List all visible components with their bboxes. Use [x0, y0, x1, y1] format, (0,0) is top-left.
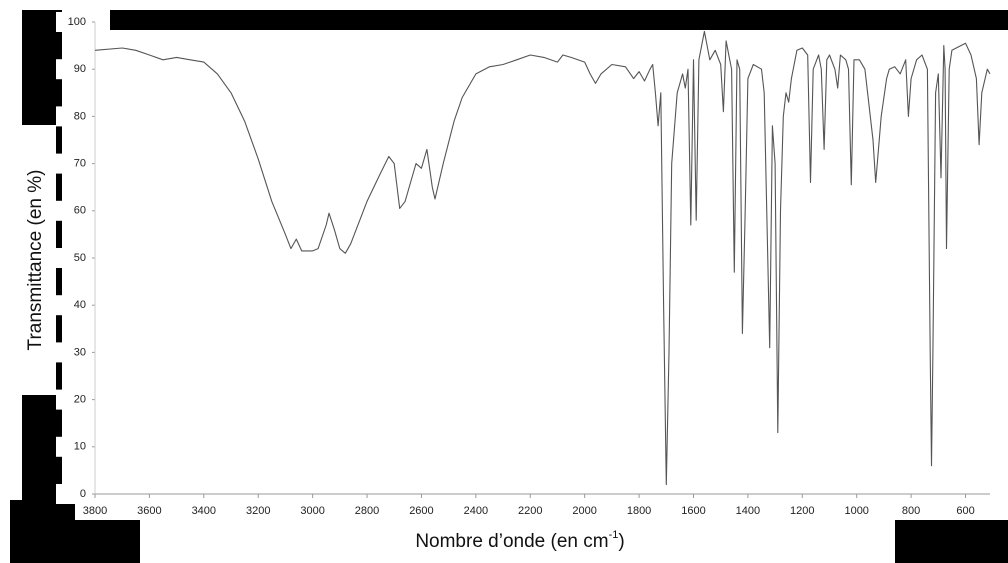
x-tick-label: 1000 — [844, 505, 868, 517]
tick-label-box — [56, 106, 96, 127]
tick-label-box — [56, 484, 96, 504]
x-tick-label: 3000 — [300, 505, 324, 517]
tick-label-box — [56, 389, 96, 410]
y-tick-label: 80 — [74, 110, 86, 122]
tick-label-box — [56, 200, 96, 221]
y-axis-label: Transmittance (en %) — [25, 170, 46, 351]
tick-label-box — [56, 12, 96, 32]
x-tick-label: 2000 — [572, 505, 596, 517]
x-tick-label: 1600 — [681, 505, 705, 517]
spectrum-line — [94, 30, 991, 486]
y-tick-label: 30 — [74, 346, 86, 358]
tick-label-box — [56, 248, 96, 268]
y-tick-label: 60 — [74, 205, 86, 217]
x-tick-label: 2800 — [355, 505, 379, 517]
tick-label-box — [56, 342, 96, 363]
tick-label-box — [56, 436, 96, 457]
x-tick-label: 1200 — [790, 505, 814, 517]
x-tick-label: 3800 — [83, 505, 107, 517]
y-tick-label: 0 — [80, 488, 86, 500]
frame-block — [895, 520, 1008, 563]
tick-label-box — [56, 153, 96, 174]
frame-block — [110, 10, 1008, 30]
x-tick-label: 2200 — [518, 505, 542, 517]
y-tick-label: 20 — [74, 394, 86, 406]
frame-block — [75, 520, 140, 563]
x-tick-label: 3600 — [137, 505, 161, 517]
x-tick-label: 1800 — [627, 505, 651, 517]
x-tick-label: 600 — [956, 505, 974, 517]
y-tick-label: 100 — [68, 16, 86, 28]
tick-label-box — [56, 59, 96, 80]
x-tick-label: 2400 — [464, 505, 488, 517]
y-tick-label: 70 — [74, 158, 86, 170]
x-axis-label: Nombre d’onde (en cm-1) — [415, 529, 624, 552]
y-tick-label: 50 — [74, 252, 86, 264]
label-box — [12, 125, 56, 395]
x-tick-label: 1400 — [736, 505, 760, 517]
x-tick-label: 800 — [902, 505, 920, 517]
y-tick-label: 90 — [74, 63, 86, 75]
y-tick-label: 10 — [74, 441, 86, 453]
y-tick-label: 40 — [74, 299, 86, 311]
x-tick-label: 2600 — [409, 505, 433, 517]
frame-block — [10, 500, 75, 563]
tick-label-box — [56, 295, 96, 316]
x-tick-label: 3200 — [246, 505, 270, 517]
x-tick-label: 3400 — [192, 505, 216, 517]
